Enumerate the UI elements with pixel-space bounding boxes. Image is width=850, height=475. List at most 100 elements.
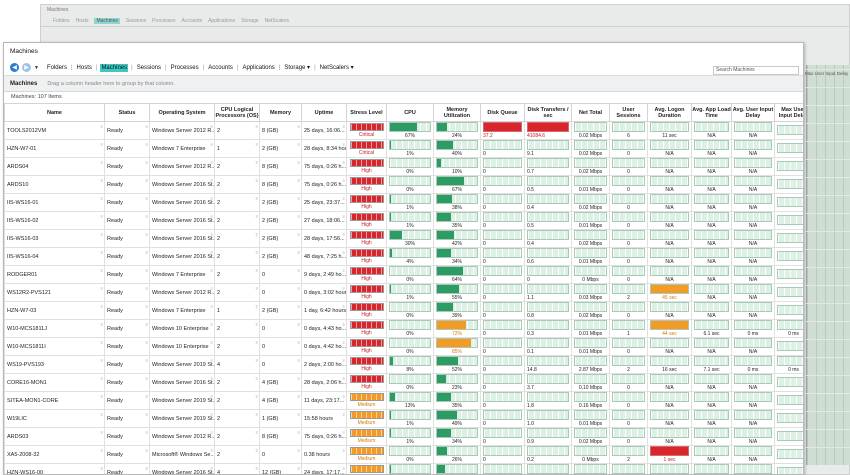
cell-menu-icon[interactable]: ≡: [145, 142, 148, 147]
back-arrow-icon[interactable]: ◀: [10, 63, 19, 72]
cell-menu-icon[interactable]: ≡: [145, 430, 148, 435]
table-row[interactable]: IIS-WS16-04 ≡ Ready ≡ Windows Server 2016 St…: [4, 247, 803, 266]
cell-menu-icon[interactable]: ≡: [100, 430, 103, 435]
nav-dropdown-icon[interactable]: ▼: [34, 64, 39, 71]
cell-menu-icon[interactable]: ≡: [342, 214, 345, 219]
col-disk-transfers[interactable]: Disk Transfers / sec: [524, 103, 572, 122]
cell-menu-icon[interactable]: ≡: [342, 340, 345, 345]
cell-menu-icon[interactable]: ≡: [297, 178, 300, 183]
cell-menu-icon[interactable]: ≡: [210, 376, 213, 381]
cell-menu-icon[interactable]: ≡: [297, 340, 300, 345]
cell-menu-icon[interactable]: ≡: [210, 286, 213, 291]
table-row[interactable]: W10-MCS1811I ≡ Ready ≡ Windows 10 Enterprise…: [4, 337, 803, 356]
cell-menu-icon[interactable]: ≡: [145, 466, 148, 471]
cell-menu-icon[interactable]: ≡: [210, 412, 213, 417]
cell-menu-icon[interactable]: ≡: [255, 286, 258, 291]
table-row[interactable]: HZN-WS16-00 ≡ Ready ≡ Windows Server 2016 St…: [4, 463, 803, 474]
cell-menu-icon[interactable]: ≡: [145, 268, 148, 273]
tab-machines[interactable]: Machines: [10, 80, 38, 87]
cell-menu-icon[interactable]: ≡: [145, 412, 148, 417]
cell-menu-icon[interactable]: ≡: [255, 376, 258, 381]
cell-menu-icon[interactable]: ≡: [210, 430, 213, 435]
toolbar-applications[interactable]: Applications: [242, 64, 275, 71]
cell-menu-icon[interactable]: ≡: [297, 304, 300, 309]
cell-menu-icon[interactable]: ≡: [145, 394, 148, 399]
cell-menu-icon[interactable]: ≡: [297, 124, 300, 129]
table-row[interactable]: WS19-PVS193 ≡ Ready ≡ Windows Server 2019 St…: [4, 355, 803, 374]
cell-menu-icon[interactable]: ≡: [210, 340, 213, 345]
table-row[interactable]: W10-MCS1811J ≡ Ready ≡ Windows 10 Enterprise…: [4, 319, 803, 338]
cell-menu-icon[interactable]: ≡: [210, 268, 213, 273]
cell-menu-icon[interactable]: ≡: [145, 376, 148, 381]
cell-menu-icon[interactable]: ≡: [297, 268, 300, 273]
table-row[interactable]: XA5-2008-32 ≡ Ready ≡ Microsoft® Windows Se.…: [4, 445, 803, 464]
toolbar-sessions[interactable]: Sessions: [136, 64, 162, 71]
cell-menu-icon[interactable]: ≡: [297, 142, 300, 147]
col-memory[interactable]: Memory: [259, 103, 302, 122]
cell-menu-icon[interactable]: ≡: [210, 250, 213, 255]
toolbar-folders[interactable]: Folders: [46, 64, 67, 71]
cell-menu-icon[interactable]: ≡: [255, 466, 258, 471]
cell-menu-icon[interactable]: ≡: [145, 232, 148, 237]
col-os[interactable]: Operating System: [149, 103, 215, 122]
col-cpu-logical[interactable]: CPU Logical Processors (OS): [214, 103, 260, 122]
col-stress[interactable]: Stress Level: [346, 103, 387, 122]
cell-menu-icon[interactable]: ≡: [342, 430, 345, 435]
cell-menu-icon[interactable]: ≡: [297, 322, 300, 327]
cell-menu-icon[interactable]: ≡: [297, 430, 300, 435]
cell-menu-icon[interactable]: ≡: [100, 394, 103, 399]
cell-menu-icon[interactable]: ≡: [342, 322, 345, 327]
cell-menu-icon[interactable]: ≡: [145, 160, 148, 165]
table-row[interactable]: SITEA-MON1-CORE ≡ Ready ≡ Windows Server 201…: [4, 391, 803, 410]
cell-menu-icon[interactable]: ≡: [297, 214, 300, 219]
cell-menu-icon[interactable]: ≡: [210, 358, 213, 363]
col-memory-utilization[interactable]: Memory Utilization: [433, 103, 481, 122]
cell-menu-icon[interactable]: ≡: [100, 178, 103, 183]
cell-menu-icon[interactable]: ≡: [100, 268, 103, 273]
table-row[interactable]: RODGER01 ≡ Ready ≡ Windows 7 Enterprise ≡ 2 ≡ 0 ≡…: [4, 265, 803, 284]
col-disk-queue[interactable]: Disk Queue: [480, 103, 525, 122]
cell-menu-icon[interactable]: ≡: [100, 322, 103, 327]
col-cpu[interactable]: CPU: [386, 103, 434, 122]
col-user-input-delay[interactable]: Avg. User Input Delay: [731, 103, 775, 122]
cell-menu-icon[interactable]: ≡: [145, 214, 148, 219]
toolbar-machines[interactable]: Machines: [100, 63, 129, 72]
col-logon-duration[interactable]: Avg. Logon Duration: [647, 103, 692, 122]
cell-menu-icon[interactable]: ≡: [297, 412, 300, 417]
col-max-user-input-delay[interactable]: Max User Input Delay: [774, 103, 803, 122]
cell-menu-icon[interactable]: ≡: [100, 214, 103, 219]
cell-menu-icon[interactable]: ≡: [145, 286, 148, 291]
table-row[interactable]: W19LIC ≡ Ready ≡ Windows Server 2019 St... ≡ 2…: [4, 409, 803, 428]
toolbar-accounts[interactable]: Accounts: [208, 64, 233, 71]
cell-menu-icon[interactable]: ≡: [297, 358, 300, 363]
cell-menu-icon[interactable]: ≡: [297, 448, 300, 453]
table-row[interactable]: TOOLS2012VM ≡ Ready ≡ Windows Server 2012 R.…: [4, 121, 803, 140]
forward-arrow-icon[interactable]: ▶: [22, 63, 31, 72]
cell-menu-icon[interactable]: ≡: [100, 160, 103, 165]
cell-menu-icon[interactable]: ≡: [342, 412, 345, 417]
cell-menu-icon[interactable]: ≡: [342, 394, 345, 399]
col-user-sessions[interactable]: User Sessions: [609, 103, 648, 122]
cell-menu-icon[interactable]: ≡: [255, 430, 258, 435]
table-row[interactable]: IIS-WS16-03 ≡ Ready ≡ Windows Server 2016 St…: [4, 229, 803, 248]
cell-menu-icon[interactable]: ≡: [100, 412, 103, 417]
cell-menu-icon[interactable]: ≡: [255, 340, 258, 345]
cell-menu-icon[interactable]: ≡: [342, 160, 345, 165]
cell-menu-icon[interactable]: ≡: [342, 466, 345, 471]
cell-menu-icon[interactable]: ≡: [100, 250, 103, 255]
cell-menu-icon[interactable]: ≡: [255, 142, 258, 147]
cell-menu-icon[interactable]: ≡: [297, 196, 300, 201]
cell-menu-icon[interactable]: ≡: [342, 196, 345, 201]
cell-menu-icon[interactable]: ≡: [100, 340, 103, 345]
cell-menu-icon[interactable]: ≡: [255, 448, 258, 453]
cell-menu-icon[interactable]: ≡: [210, 178, 213, 183]
table-row[interactable]: ARDS04 ≡ Ready ≡ Windows Server 2012 R... ≡ 2 ≡…: [4, 157, 803, 176]
cell-menu-icon[interactable]: ≡: [297, 232, 300, 237]
toolbar-hosts[interactable]: Hosts: [76, 64, 92, 71]
col-app-load[interactable]: Avg. App Load Time: [691, 103, 732, 122]
cell-menu-icon[interactable]: ≡: [145, 448, 148, 453]
toolbar-netscalers[interactable]: NetScalers ▾: [319, 63, 355, 72]
table-row[interactable]: ARDS10 ≡ Ready ≡ Windows Server 2016 St... ≡ 2…: [4, 175, 803, 194]
cell-menu-icon[interactable]: ≡: [297, 160, 300, 165]
cell-menu-icon[interactable]: ≡: [342, 250, 345, 255]
